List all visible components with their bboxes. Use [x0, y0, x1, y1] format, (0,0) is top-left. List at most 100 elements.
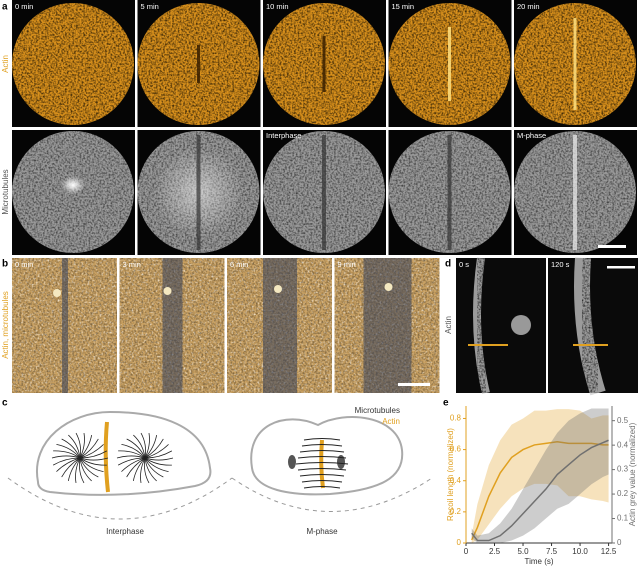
dashed-arc	[7, 477, 233, 520]
cut	[573, 18, 577, 110]
scale-bar	[398, 383, 430, 386]
y-axis-title: Recoil length (normalized)	[446, 428, 455, 521]
y2-tick-label: 0.3	[617, 465, 629, 474]
microtubule	[144, 450, 173, 459]
scale-bar	[607, 266, 635, 269]
time-label: 120 s	[551, 260, 570, 269]
microtubule	[121, 457, 146, 472]
legend-label: Microtubules	[355, 406, 400, 415]
caption: M-phase	[306, 527, 338, 536]
microtubule	[121, 443, 146, 459]
microtubule	[301, 480, 343, 483]
row-label: Actin	[444, 316, 453, 334]
microtubule	[144, 457, 150, 484]
y-tick-label: 0.8	[450, 414, 462, 423]
y-tick-label: 0.4	[450, 476, 462, 485]
microtubule	[79, 457, 104, 473]
panel-label: c	[2, 398, 8, 409]
phase-label: M-phase	[517, 131, 546, 140]
time-label: 0 min	[15, 2, 33, 11]
chromosome	[337, 455, 345, 469]
y2-tick-label: 0.2	[617, 489, 629, 498]
cell-outline	[35, 410, 212, 496]
cut	[363, 258, 412, 393]
microtubule	[67, 457, 81, 481]
microtubule	[144, 457, 172, 466]
microtubule	[301, 444, 343, 447]
microtubule	[79, 457, 99, 478]
microtubule	[140, 457, 146, 484]
bead	[274, 285, 282, 293]
microtubule	[79, 438, 99, 459]
time-label: 9 min	[338, 260, 356, 269]
fiber	[574, 257, 606, 396]
time-label: 0 min	[15, 260, 33, 269]
microtubule	[144, 457, 169, 473]
time-label: 5 min	[141, 2, 159, 11]
cut	[322, 36, 326, 92]
time-label: 0 s	[459, 260, 469, 269]
x-axis-title: Time (s)	[524, 557, 553, 566]
image	[456, 258, 546, 393]
cut	[448, 27, 451, 101]
microtubule	[144, 438, 164, 459]
microtubule	[56, 443, 81, 459]
microtubule	[53, 450, 81, 459]
microtubule	[297, 456, 347, 459]
cut	[447, 135, 452, 250]
chromosome	[288, 455, 296, 469]
microtubule	[144, 457, 174, 461]
cut	[162, 258, 183, 393]
band	[471, 409, 609, 543]
microtubule	[79, 444, 104, 459]
microtubule	[79, 457, 92, 482]
microtubule	[79, 457, 109, 461]
microtubule	[132, 457, 146, 481]
microtubule	[144, 444, 169, 459]
y2-tick-label: 0.1	[617, 514, 629, 523]
x-tick-label: 2.5	[489, 547, 501, 556]
microtubule	[303, 486, 341, 489]
x-tick-label: 7.5	[546, 547, 558, 556]
phase-label: Interphase	[266, 131, 301, 140]
microtubule	[303, 438, 341, 441]
legend-label: Actin	[382, 417, 400, 426]
microtubule	[140, 432, 146, 459]
cut	[263, 258, 297, 393]
microtubule	[75, 457, 81, 484]
microtubule	[299, 450, 345, 453]
x-tick-label: 10.0	[572, 547, 588, 556]
microtubule	[51, 455, 81, 459]
microtubule	[144, 457, 157, 482]
aster	[61, 176, 85, 194]
cut	[573, 135, 577, 250]
microtubule	[144, 432, 150, 459]
bead	[163, 287, 172, 295]
microtubule	[61, 457, 81, 478]
panel-label: d	[445, 259, 451, 270]
microtubule	[297, 468, 347, 471]
y2-tick-label: 0	[617, 538, 622, 547]
panel-label: e	[443, 398, 449, 409]
microtubule	[144, 435, 158, 459]
time-label: 10 min	[266, 2, 289, 11]
microtubule	[126, 438, 146, 459]
x-tick-label: 0	[464, 547, 469, 556]
fiber	[473, 257, 490, 394]
microtubule	[116, 455, 146, 459]
time-label: 20 min	[517, 2, 540, 11]
time-label: 15 min	[392, 2, 415, 11]
panel-label: a	[2, 2, 8, 13]
x-tick-label: 5.0	[517, 547, 529, 556]
microtubule	[61, 438, 81, 459]
y2-axis-title: Actin grey value (normalized)	[628, 422, 637, 526]
cut	[62, 258, 68, 393]
panel-label: b	[2, 259, 8, 270]
microtubule	[52, 457, 81, 466]
x-tick-label: 12.5	[601, 547, 617, 556]
bead	[53, 289, 61, 297]
time-label: 3 min	[123, 260, 141, 269]
actin	[103, 421, 110, 493]
microtubule	[68, 434, 81, 459]
microtubule	[299, 474, 345, 477]
